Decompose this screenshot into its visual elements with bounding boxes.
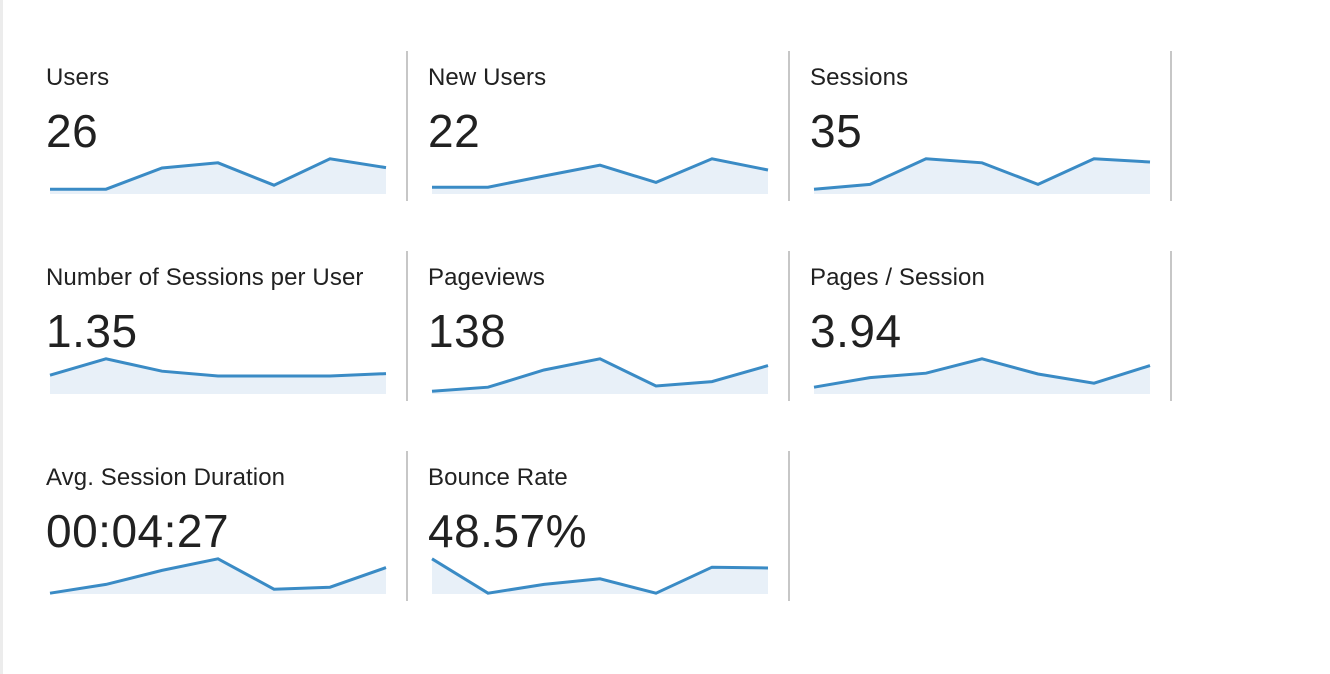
sparkline-line — [431, 357, 769, 393]
metric-pageviews[interactable]: Pageviews 138 — [388, 251, 790, 414]
metric-label: Avg. Session Duration — [46, 464, 286, 491]
sparkline-area — [432, 558, 768, 594]
metric-value: 00:04:27 — [46, 505, 230, 557]
column-divider — [1170, 51, 1172, 201]
column-divider — [788, 451, 790, 601]
metric-avg-session-duration[interactable]: Avg. Session Duration 00:04:27 — [6, 451, 408, 614]
sparkline-area — [432, 158, 768, 194]
metric-label: Pages / Session — [810, 264, 985, 291]
metric-new-users[interactable]: New Users 22 — [388, 51, 790, 214]
metric-sparkline — [50, 157, 387, 194]
metric-label: Pageviews — [428, 264, 545, 291]
metric-value: 22 — [428, 105, 481, 157]
sparkline-area — [814, 158, 1150, 194]
sparkline-line — [49, 357, 387, 378]
column-divider — [788, 251, 790, 401]
sparkline-line — [432, 157, 769, 189]
metric-sparkline — [49, 357, 387, 394]
metric-sparkline — [431, 357, 769, 394]
metric-value: 3.94 — [810, 305, 902, 357]
sparkline-line — [813, 357, 1151, 389]
metric-bounce-rate[interactable]: Bounce Rate 48.57% — [388, 451, 790, 614]
metric-pages-per-session[interactable]: Pages / Session 3.94 — [770, 251, 1172, 414]
sparkline-line — [813, 157, 1151, 191]
metric-label: Sessions — [810, 64, 909, 91]
metric-value: 1.35 — [46, 305, 138, 357]
sparkline-line — [50, 157, 387, 191]
metric-sessions[interactable]: Sessions 35 — [770, 51, 1172, 214]
metric-value: 138 — [428, 305, 507, 357]
column-divider — [406, 451, 408, 601]
column-divider — [1170, 251, 1172, 401]
sparkline-area — [50, 558, 386, 594]
metric-sessions-per-user[interactable]: Number of Sessions per User 1.35 — [6, 251, 408, 414]
sparkline-line — [49, 557, 387, 595]
metric-sparkline — [813, 357, 1151, 394]
sparkline-area — [50, 158, 386, 194]
column-divider — [406, 51, 408, 201]
metric-sparkline — [432, 157, 769, 194]
metric-label: Number of Sessions per User — [46, 264, 364, 291]
metric-sparkline — [49, 557, 387, 595]
metric-value: 35 — [810, 105, 863, 157]
metric-sparkline — [813, 157, 1151, 194]
column-divider — [406, 251, 408, 401]
metric-value: 48.57% — [428, 505, 588, 557]
sparkline-line — [431, 557, 769, 595]
metric-sparkline — [431, 557, 769, 595]
column-divider — [788, 51, 790, 201]
metric-value: 26 — [46, 105, 99, 157]
metric-label: Users — [46, 64, 110, 91]
metric-label: New Users — [428, 64, 547, 91]
sparkline-area — [814, 358, 1150, 394]
metric-label: Bounce Rate — [428, 464, 568, 491]
metric-users[interactable]: Users 26 — [6, 51, 408, 214]
